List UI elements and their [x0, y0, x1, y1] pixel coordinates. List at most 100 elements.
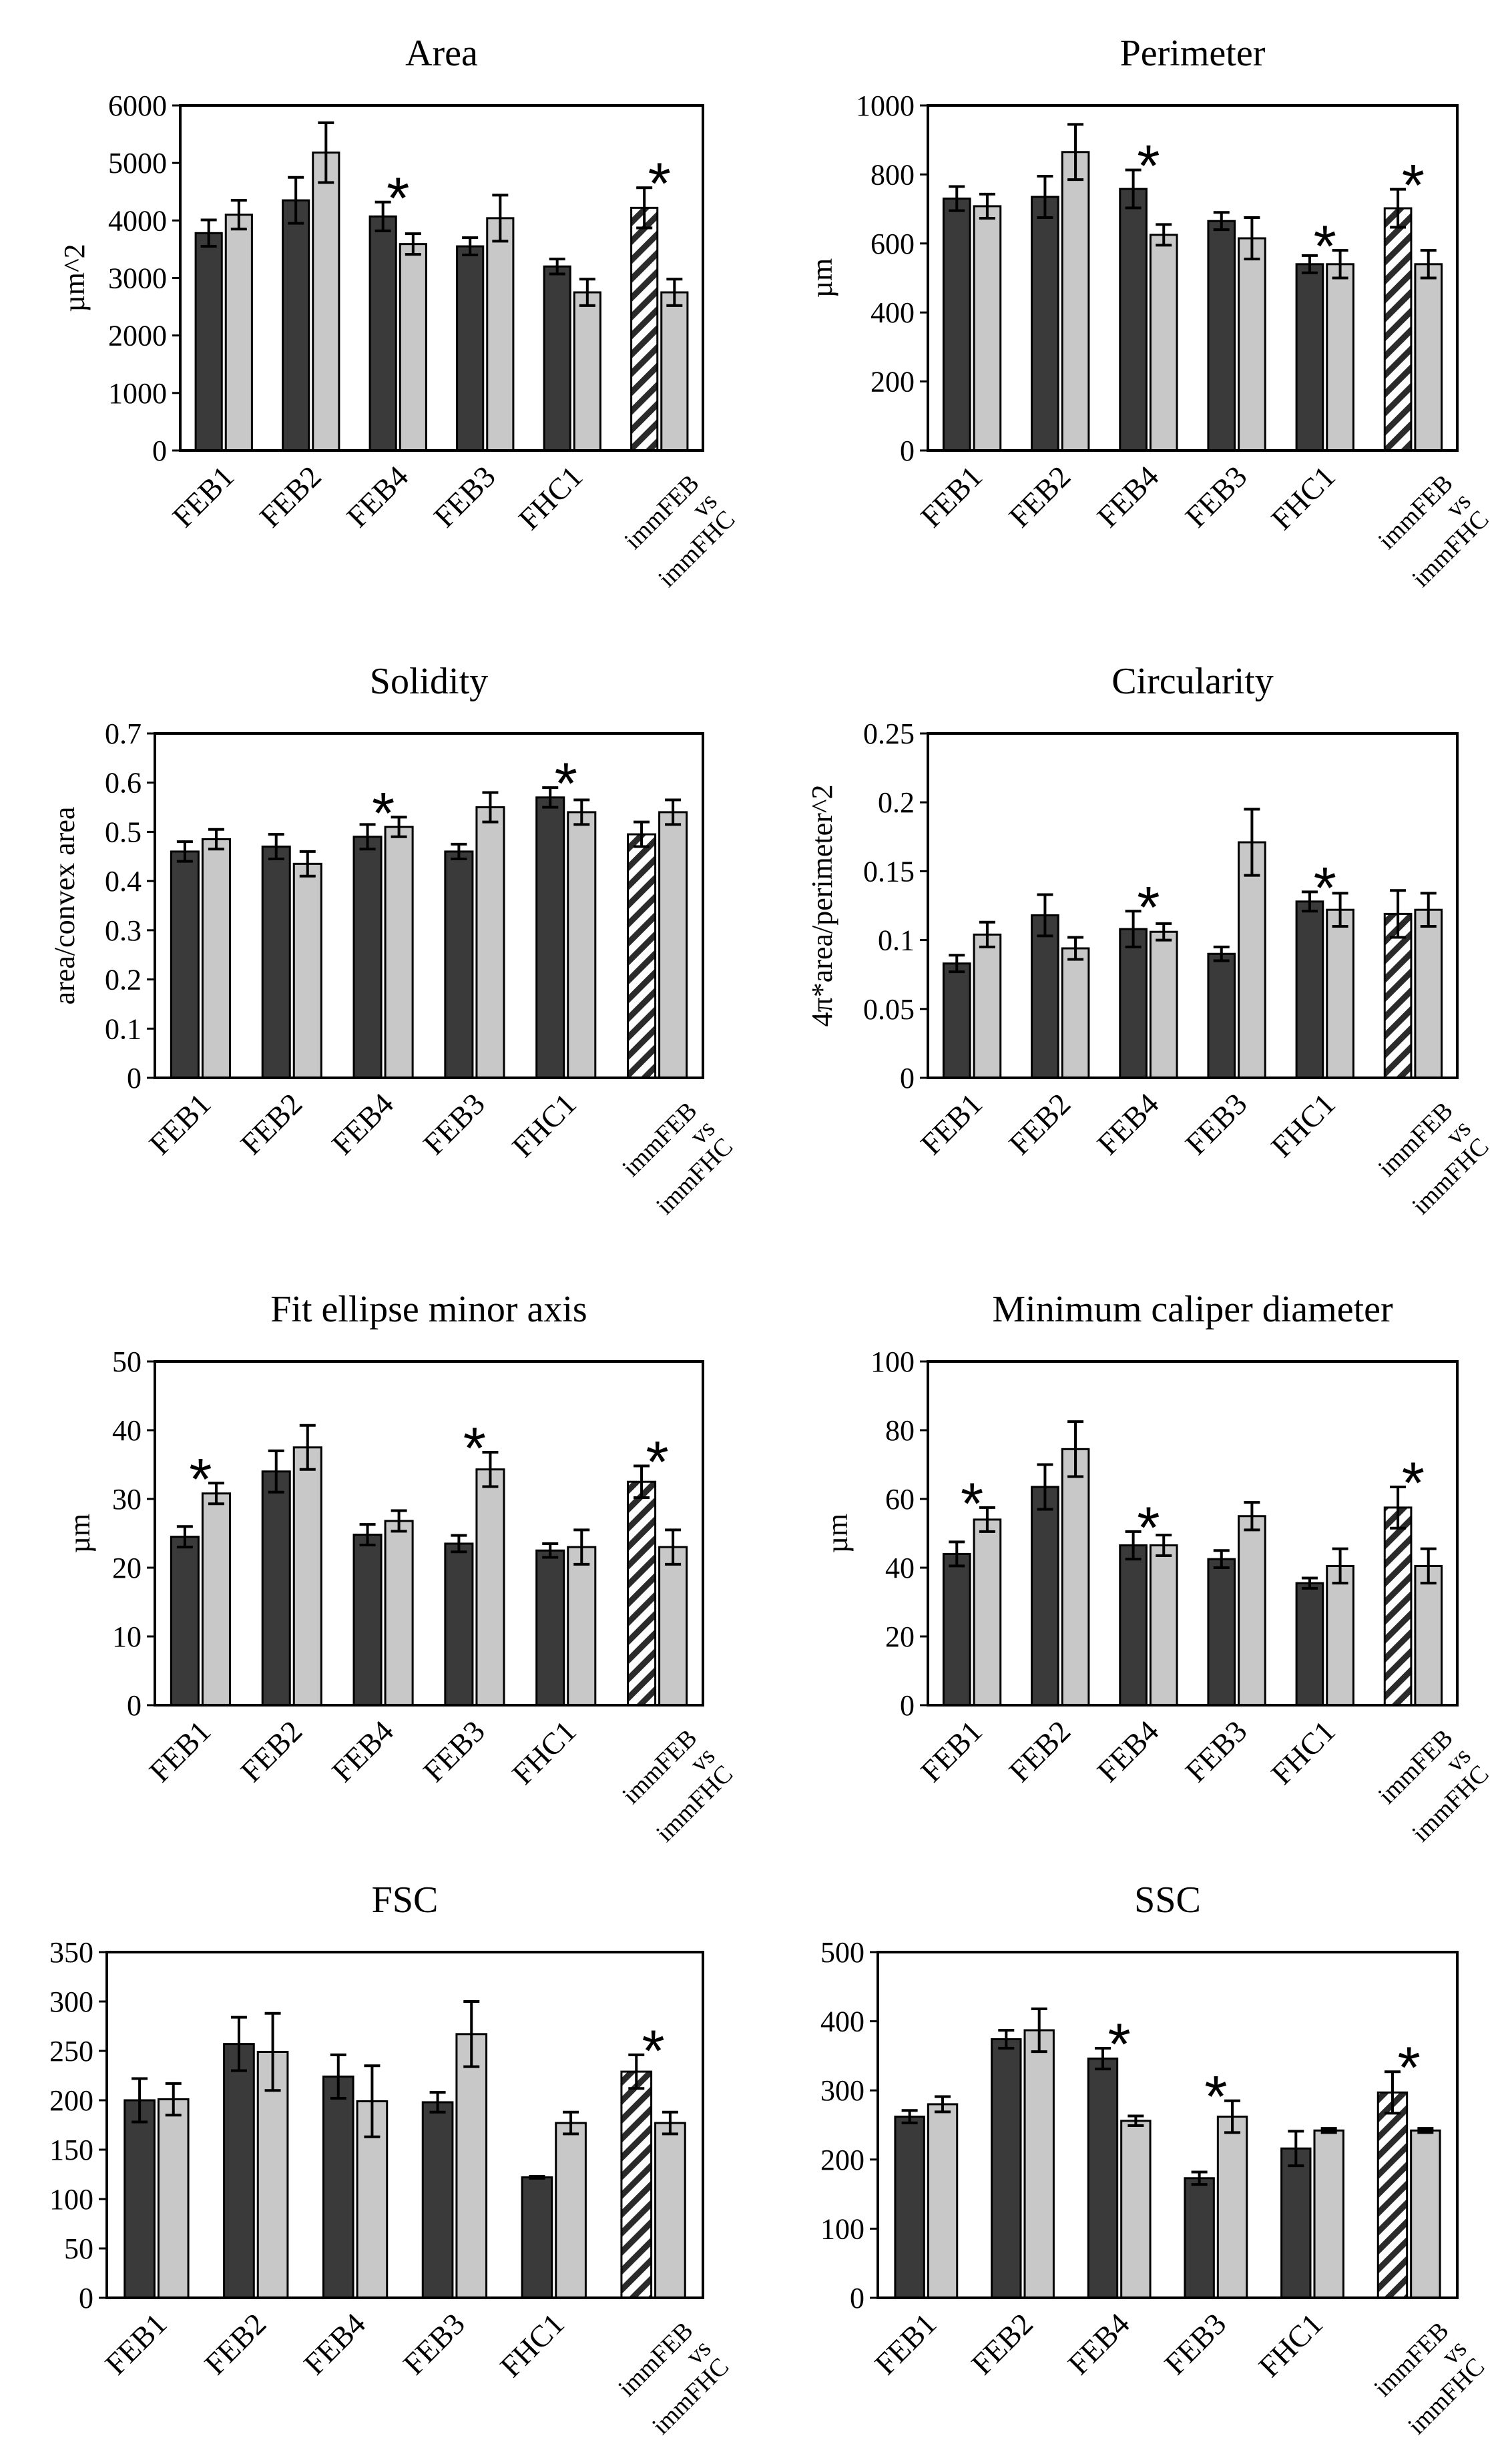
y-tick-label: 200 — [820, 2144, 864, 2176]
category-label: FEB4 — [1090, 1087, 1165, 1161]
bar — [444, 1542, 474, 1707]
bar — [261, 1470, 291, 1707]
bar — [1061, 1448, 1090, 1707]
significance-star: * — [1137, 874, 1160, 940]
bar — [521, 2176, 553, 2299]
y-tick-label: 40 — [112, 1414, 142, 1447]
bar — [1216, 2116, 1248, 2299]
category-label: FEB1 — [142, 1714, 217, 1789]
y-axis-label: µm — [821, 1514, 854, 1554]
bar — [1238, 237, 1266, 452]
category-label: FEB3 — [1179, 1714, 1254, 1789]
bar — [1313, 2129, 1344, 2299]
bar — [1149, 1544, 1178, 1707]
y-tick-label: 800 — [870, 158, 915, 191]
category-label: FEB4 — [325, 1087, 400, 1161]
y-tick-label: 100 — [820, 2212, 864, 2245]
significance-star: * — [463, 1415, 486, 1481]
y-tick-label: 400 — [870, 296, 915, 329]
y-tick-label: 350 — [49, 1936, 93, 1969]
bar — [1414, 1564, 1443, 1707]
y-tick-label: 200 — [870, 366, 915, 398]
chart-panel: FSC 0 50 100 150 200 250 300 350 FEB1 FEB2 FEB4 FEB3… — [49, 1879, 734, 2440]
category-label: FEB3 — [1158, 2306, 1232, 2381]
bar — [312, 151, 340, 452]
category-label: FEB2 — [253, 459, 328, 534]
significance-star: * — [642, 2018, 664, 2084]
y-tick-label: 2000 — [108, 320, 167, 352]
category-label: FEB4 — [1061, 2306, 1136, 2381]
bar — [1414, 263, 1443, 452]
bar — [157, 2098, 190, 2299]
category-label: FEB1 — [868, 2306, 943, 2381]
y-tick-label: 0 — [900, 434, 915, 467]
bar — [399, 243, 427, 452]
bar — [444, 850, 474, 1079]
category-label: FHC1 — [505, 1087, 583, 1164]
chart-panel: Perimeter 0 200 400 600 800 1000 µm FEB1 FEB2 * FEB… — [806, 33, 1495, 593]
bar — [1031, 914, 1059, 1079]
y-tick-label: 30 — [112, 1483, 142, 1516]
chart-panel: Solidity 0 0.1 0.2 0.3 0.4 0.5 0.6 0.7 area/conve… — [48, 661, 738, 1220]
y-tick-label: 0.4 — [105, 865, 142, 898]
bar — [1031, 196, 1059, 452]
y-tick-label: 50 — [112, 1345, 142, 1378]
bar — [658, 1546, 688, 1707]
bar — [1238, 1515, 1266, 1707]
bar — [1238, 841, 1266, 1079]
bar — [658, 811, 688, 1079]
bar — [352, 836, 383, 1079]
category-label: FEB2 — [1002, 1087, 1077, 1161]
category-label: FEB3 — [417, 1714, 491, 1789]
y-axis-label: 4π*area/perimeter^2 — [806, 785, 838, 1027]
y-axis-label: area/convex area — [48, 807, 81, 1005]
y-tick-label: 200 — [49, 2084, 93, 2117]
bar — [567, 811, 597, 1079]
y-tick-label: 0.2 — [878, 786, 915, 819]
bar — [1295, 900, 1324, 1079]
y-tick-label: 0.1 — [878, 924, 915, 957]
bar — [1149, 234, 1178, 452]
bar — [627, 1480, 657, 1707]
bar — [942, 198, 971, 452]
category-label: immFEBvsimmFHC — [611, 2317, 734, 2440]
plot-frame — [154, 732, 704, 1079]
significance-star: * — [372, 780, 395, 846]
bar — [384, 826, 414, 1079]
y-tick-label: 0 — [127, 1062, 142, 1095]
bar — [1119, 928, 1148, 1079]
y-tick-label: 10 — [112, 1620, 142, 1653]
category-label: FEB3 — [1179, 459, 1254, 534]
significance-star: * — [1137, 1494, 1160, 1560]
category-label: FEB4 — [340, 459, 415, 534]
bar — [942, 1552, 971, 1707]
category-label: FEB1 — [142, 1087, 217, 1161]
category-label: immFEBvsimmFHC — [1366, 2317, 1490, 2440]
chart-panel: SSC 0 100 200 300 400 500 FEB1 FEB2 * FEB4 * FEB3 FHC… — [820, 1879, 1490, 2440]
chart-title: Perimeter — [1120, 33, 1266, 74]
y-tick-label: 0.05 — [863, 993, 915, 1026]
category-label: FEB4 — [297, 2306, 372, 2381]
chart-panel: Circularity 0 0.05 0.1 0.15 0.2 0.25 4π*area/pe… — [806, 661, 1495, 1220]
category-label: immFEBvsimmFHC — [1371, 1097, 1495, 1220]
y-tick-label: 0 — [152, 434, 167, 467]
category-label: FEB1 — [914, 459, 989, 534]
y-tick-label: 250 — [49, 2035, 93, 2068]
bar — [1295, 1582, 1324, 1707]
bar — [1061, 947, 1090, 1079]
chart-title: FSC — [372, 1879, 439, 1921]
bar — [543, 265, 571, 452]
bar — [456, 245, 485, 452]
category-label: FHC1 — [1264, 459, 1342, 537]
chart-title: Fit ellipse minor axis — [270, 1289, 587, 1330]
significance-star: * — [1108, 2011, 1131, 2077]
bar — [322, 2075, 354, 2299]
bar — [384, 1520, 414, 1707]
bar — [660, 291, 689, 452]
category-label: immFEBvsimmFHC — [615, 1724, 738, 1847]
bar — [620, 2070, 653, 2299]
category-label: FEB3 — [417, 1087, 491, 1161]
y-tick-label: 60 — [885, 1483, 915, 1516]
